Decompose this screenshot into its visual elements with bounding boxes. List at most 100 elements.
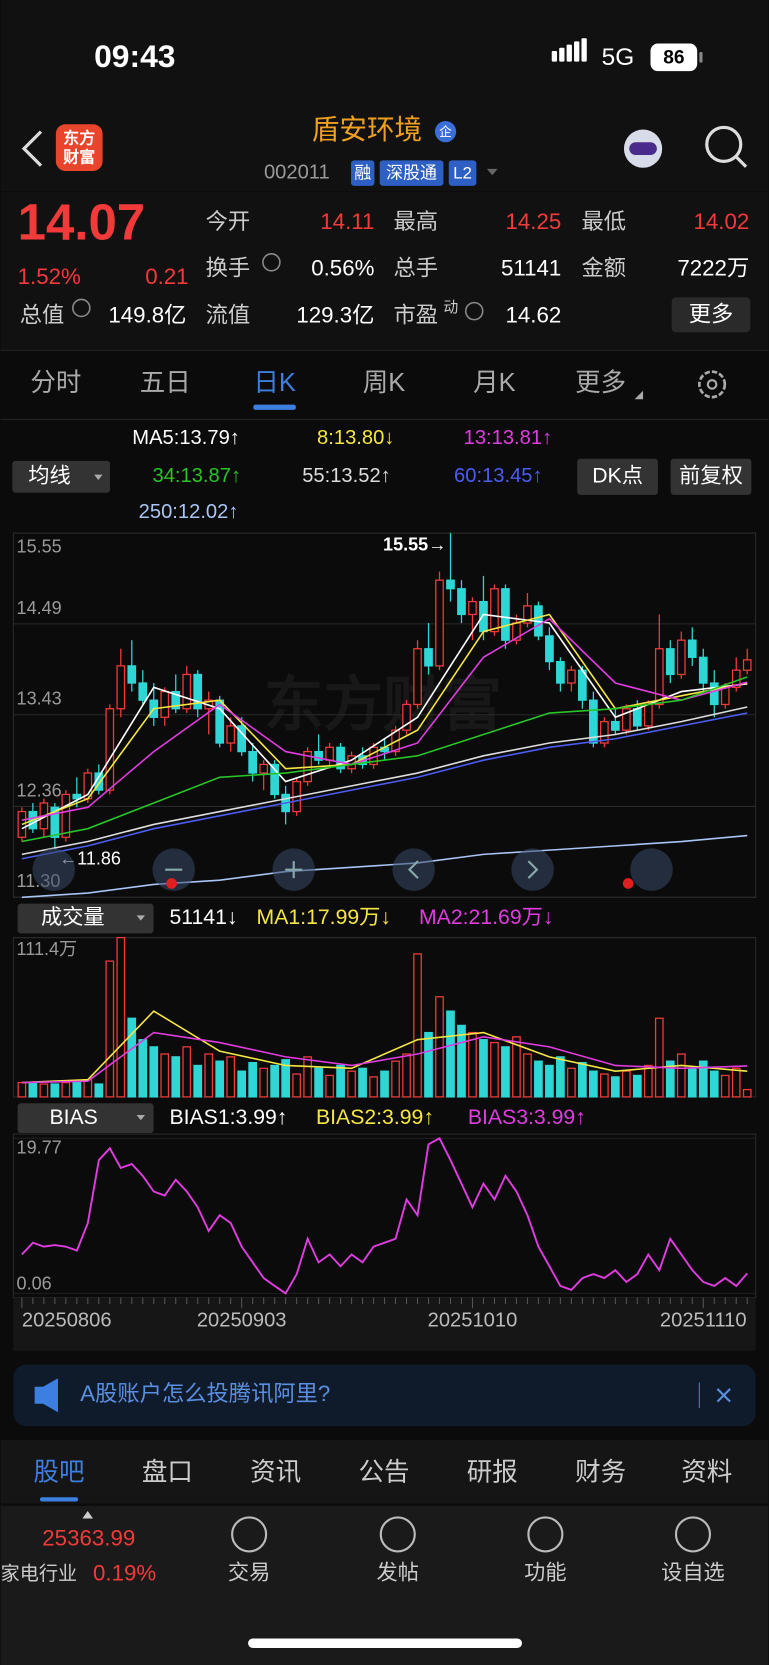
footer-button[interactable]: 发帖 [377, 1560, 419, 1584]
candle-body [446, 579, 455, 590]
ma-line [21, 706, 748, 856]
info-icon [464, 301, 484, 321]
candle-body [314, 750, 323, 761]
candle-body [698, 656, 708, 684]
settings-icon[interactable] [698, 370, 727, 399]
index-value: 25363.99 [42, 1526, 135, 1551]
selector-arrow [94, 474, 103, 480]
fq-button[interactable] [670, 458, 752, 495]
ad-text[interactable]: A股账户怎么投腾讯阿里? [80, 1381, 330, 1406]
home-indicator [248, 1638, 523, 1649]
bottom-tab[interactable]: 财务 [575, 1459, 626, 1487]
tab-bar [0, 1439, 769, 1504]
ma-legend: 55:13.52↑ [302, 465, 391, 487]
stat-value: 51141 [501, 256, 561, 281]
bottom-tab[interactable]: 盘口 [142, 1459, 193, 1487]
footer-icon[interactable] [527, 1516, 564, 1553]
candle-body [610, 720, 620, 731]
more-text[interactable]: 更多 [689, 301, 734, 326]
candle-body [687, 639, 697, 658]
candle-body [501, 588, 510, 641]
volume-bar [534, 1060, 543, 1098]
ma-legend: 250:12.02↑ [139, 501, 239, 523]
chart-control[interactable] [630, 848, 673, 891]
more-arrow [634, 390, 644, 400]
volume-bar [665, 1060, 675, 1098]
ma-selector-text[interactable]: 均线 [28, 463, 70, 487]
y-tick-label: 15.55 [17, 537, 62, 557]
period-tab[interactable]: 日K [253, 369, 295, 397]
candle-body [720, 686, 730, 706]
chart-control[interactable] [392, 848, 435, 891]
watermark: 东方财富 [264, 671, 502, 738]
candle-body [490, 588, 499, 633]
bottom-tab[interactable]: 公告 [358, 1459, 409, 1487]
ma-legend: MA5:13.79↑ [132, 427, 240, 449]
signal-bar [559, 47, 565, 62]
tag [351, 160, 375, 186]
bias-legend: BIAS3:3.99↑ [468, 1106, 586, 1129]
volume-selector[interactable] [17, 903, 154, 934]
volume-bar [347, 1070, 356, 1098]
period-tab[interactable]: 分时 [30, 369, 81, 397]
fq-text[interactable]: 前复权 [679, 463, 743, 487]
candle-body [709, 682, 719, 706]
bias-selector-text[interactable]: BIAS [49, 1106, 97, 1129]
candle-body [523, 605, 532, 624]
bottom-tab[interactable]: 研报 [467, 1459, 518, 1487]
ma-legend: 13:13.81↑ [464, 427, 553, 449]
bias-legend: BIAS2:3.99↑ [316, 1106, 434, 1129]
tag-text: L2 [453, 164, 472, 183]
volume-bar [270, 1064, 280, 1098]
chart-control[interactable] [511, 848, 554, 891]
y-tick-label: 19.77 [17, 1138, 62, 1158]
bottom-tab[interactable]: 股吧 [34, 1459, 85, 1487]
chart-control[interactable] [32, 848, 75, 891]
bottom-tab[interactable]: 资讯 [250, 1459, 301, 1487]
footer-button[interactable]: 交易 [228, 1560, 270, 1584]
volume-bar [138, 1039, 148, 1098]
candle-body [545, 635, 554, 663]
search-icon[interactable] [705, 125, 743, 163]
volume-bar [380, 1070, 389, 1098]
dk-button[interactable] [577, 458, 658, 495]
footer-icon[interactable] [231, 1516, 268, 1553]
candle-body [457, 588, 466, 616]
marker-dot [622, 878, 634, 889]
candle-body [665, 648, 675, 676]
period-tab[interactable]: 周K [363, 369, 405, 397]
volume-bar [28, 1081, 38, 1098]
footer-icon[interactable] [379, 1516, 416, 1553]
candle-body [61, 793, 71, 838]
bias-selector[interactable] [17, 1103, 154, 1134]
dk-text[interactable]: DK点 [592, 463, 643, 487]
bias-line [21, 1137, 748, 1295]
badge [434, 121, 457, 143]
volume-bar [512, 1036, 521, 1098]
ad-close[interactable] [716, 1388, 731, 1403]
footer-button[interactable]: 设自选 [661, 1560, 725, 1584]
period-tab[interactable]: 五日 [140, 369, 191, 397]
period-tab[interactable]: 更多 [575, 369, 626, 397]
ad-banner[interactable] [13, 1364, 756, 1427]
volume-bar [468, 1031, 477, 1098]
x-tick-label: 20251110 [660, 1309, 747, 1331]
period-tab[interactable]: 月K [473, 369, 515, 397]
footer-icon[interactable] [674, 1516, 712, 1553]
bottom-tab[interactable]: 资料 [681, 1459, 732, 1487]
battery-level: 86 [663, 47, 684, 68]
footer-button[interactable]: 功能 [524, 1560, 566, 1584]
info-icon [72, 298, 91, 318]
stat-label: 总值 [20, 302, 65, 327]
y-tick-label: 0.06 [17, 1274, 52, 1294]
pe-sup: 动 [443, 299, 458, 316]
volume-bar [490, 1041, 499, 1098]
back-button[interactable] [21, 130, 43, 167]
ma-selector[interactable] [12, 460, 111, 493]
more-button[interactable] [671, 297, 751, 333]
volume-selector-text[interactable]: 成交量 [41, 905, 105, 929]
control-right [527, 860, 539, 879]
candle-body [402, 703, 411, 731]
change-pct: 1.52% [18, 264, 81, 289]
